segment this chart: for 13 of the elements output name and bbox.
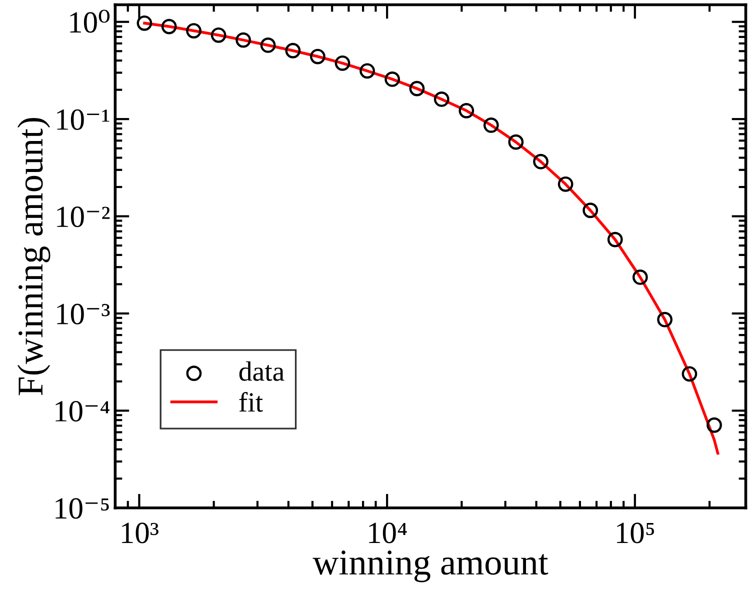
legend-label: data — [239, 361, 284, 381]
y-tick-label: 10⁻⁴ — [56, 400, 110, 422]
y-tick-label: 10⁻¹ — [57, 109, 110, 130]
legend-label: fit — [239, 392, 263, 412]
x-axis-title: winning amount — [312, 550, 548, 582]
y-tick-label: 10⁻² — [57, 206, 110, 228]
x-tick-label: 10⁵ — [617, 522, 654, 544]
x-tick-label: 10³ — [122, 522, 158, 544]
y-tick-label: 10⁻⁵ — [56, 498, 109, 519]
y-tick-label: 10⁻³ — [57, 304, 110, 324]
y-tick-label: 10⁰ — [70, 10, 110, 33]
y-axis-title: F(winning amount) — [17, 118, 50, 396]
x-tick-label: 10⁴ — [369, 522, 407, 544]
